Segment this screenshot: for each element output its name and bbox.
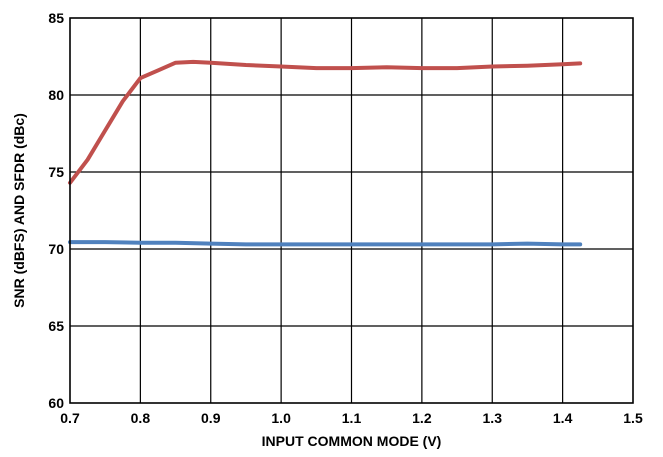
y-axis-ticks: 60 65 70 75 80 85 xyxy=(48,10,64,411)
y-tick-label: 60 xyxy=(48,395,64,411)
x-tick-label: 1.5 xyxy=(623,410,643,426)
y-tick-label: 65 xyxy=(48,318,64,334)
x-tick-label: 1.3 xyxy=(483,410,503,426)
grid xyxy=(70,18,633,403)
x-tick-label: 1.1 xyxy=(342,410,362,426)
x-tick-label: 0.7 xyxy=(60,410,80,426)
y-tick-label: 75 xyxy=(48,164,64,180)
x-axis-label: INPUT COMMON MODE (V) xyxy=(262,433,442,449)
x-tick-label: 0.8 xyxy=(131,410,151,426)
y-tick-label: 80 xyxy=(48,87,64,103)
series-line-1 xyxy=(68,59,583,185)
plot-frame xyxy=(69,17,634,404)
x-tick-label: 1.2 xyxy=(412,410,432,426)
series-line-2 xyxy=(68,240,583,247)
series-layer xyxy=(68,59,583,247)
y-axis-label: SNR (dBFS) AND SFDR (dBc) xyxy=(11,113,27,308)
x-tick-label: 1.4 xyxy=(553,410,573,426)
y-tick-label: 70 xyxy=(48,241,64,257)
x-tick-label: 1.0 xyxy=(271,410,291,426)
x-tick-label: 0.9 xyxy=(201,410,221,426)
x-axis-ticks: 0.7 0.8 0.9 1.0 1.1 1.2 1.3 1.4 1.5 xyxy=(60,410,643,426)
y-tick-label: 85 xyxy=(48,10,64,26)
